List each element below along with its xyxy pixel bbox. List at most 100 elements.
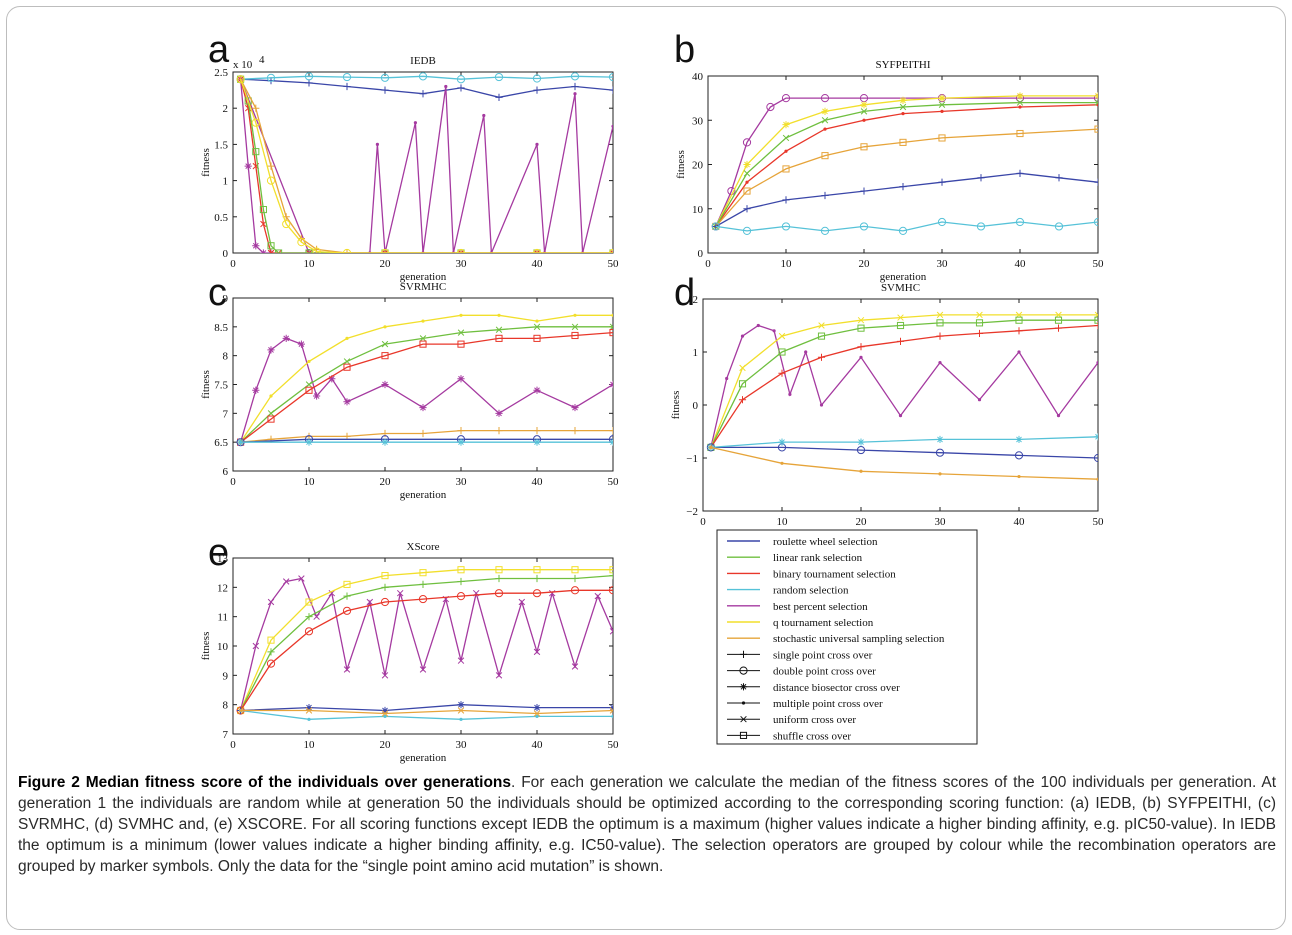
data-point xyxy=(711,222,720,231)
series-line xyxy=(240,75,613,80)
data-point xyxy=(495,574,503,583)
legend-label: roulette wheel selection xyxy=(773,536,878,548)
data-point xyxy=(252,242,260,250)
x-tick-label: 50 xyxy=(1093,516,1105,528)
data-point xyxy=(345,336,349,340)
panel-letter-d: d xyxy=(674,272,695,314)
data-point xyxy=(1014,451,1024,460)
data-point xyxy=(571,331,579,340)
data-point xyxy=(459,313,463,317)
data-point xyxy=(419,666,427,673)
data-point xyxy=(457,427,465,435)
x-tick-label: 10 xyxy=(781,258,793,270)
data-point xyxy=(267,636,275,644)
data-point xyxy=(343,249,351,253)
data-point xyxy=(494,72,504,82)
data-point xyxy=(857,343,865,351)
data-point xyxy=(381,340,389,348)
data-point xyxy=(457,577,465,586)
y-tick-label: 0.5 xyxy=(214,212,228,224)
series-line xyxy=(239,577,613,711)
data-point xyxy=(457,701,465,709)
data-point xyxy=(244,97,252,105)
legend-label: linear rank selection xyxy=(773,552,863,564)
data-point xyxy=(780,461,784,465)
data-point xyxy=(573,92,577,96)
figure-frame xyxy=(6,6,1286,930)
data-point xyxy=(275,249,283,253)
caption-body: . For each generation we calculate the m… xyxy=(18,774,1276,875)
series-line xyxy=(240,574,613,711)
data-point xyxy=(381,583,389,591)
data-point xyxy=(297,340,305,348)
data-point xyxy=(571,323,579,331)
data-point xyxy=(495,427,503,435)
data-point xyxy=(533,249,541,253)
data-point xyxy=(381,380,389,389)
x-axis-label: generation xyxy=(880,271,927,283)
series-line xyxy=(239,78,613,253)
data-point xyxy=(533,438,541,446)
series-line xyxy=(240,704,613,712)
x-tick-label: 50 xyxy=(608,739,620,751)
series-layer xyxy=(236,566,613,721)
data-point xyxy=(766,102,775,112)
data-point xyxy=(936,319,944,327)
series-line xyxy=(239,78,613,253)
data-point xyxy=(419,403,427,412)
y-tick-label: 0 xyxy=(223,248,229,260)
data-point xyxy=(444,84,448,89)
data-point xyxy=(1096,361,1098,365)
data-point xyxy=(937,217,947,227)
data-point xyxy=(252,386,260,394)
axes-box xyxy=(232,71,614,254)
data-point xyxy=(609,329,613,337)
data-point xyxy=(742,226,752,235)
y-tick-label: 0 xyxy=(693,400,699,412)
series-line xyxy=(239,78,613,253)
data-point xyxy=(1055,174,1063,182)
data-point xyxy=(609,249,613,253)
data-point xyxy=(975,329,984,338)
y-tick-label: 8 xyxy=(223,351,229,363)
axes-box xyxy=(232,297,614,472)
panel-e: e XScore 0 10 20 30 40 50 7 8 9 10 11 12 13 generation f… xyxy=(200,532,619,764)
data-point xyxy=(533,427,541,435)
legend-label: stochastic universal sampling selection xyxy=(773,633,945,645)
x-tick-label: 0 xyxy=(230,476,236,488)
legend-label: best percent selection xyxy=(773,601,868,613)
data-point xyxy=(418,72,428,81)
data-point xyxy=(740,334,745,338)
y-tick-label: 8.5 xyxy=(214,322,228,334)
data-point xyxy=(859,469,863,473)
data-point xyxy=(936,332,944,340)
data-point xyxy=(342,606,352,615)
data-point xyxy=(381,352,389,360)
data-point xyxy=(608,248,613,253)
data-point xyxy=(267,648,275,656)
series-line xyxy=(240,78,613,98)
x-tick-label: 0 xyxy=(230,739,236,751)
data-point xyxy=(609,427,613,435)
data-point xyxy=(709,445,713,449)
data-point xyxy=(1054,222,1064,231)
data-point xyxy=(267,346,275,354)
data-point xyxy=(282,334,290,342)
data-point xyxy=(609,438,613,446)
data-point xyxy=(495,672,503,679)
x-tick-label: 50 xyxy=(608,476,620,488)
data-point xyxy=(609,566,613,574)
x-tick-label: 10 xyxy=(304,739,316,751)
data-point xyxy=(267,415,275,423)
data-point xyxy=(977,398,982,402)
data-point xyxy=(343,580,351,588)
data-point xyxy=(267,598,275,606)
data-point xyxy=(419,90,427,98)
data-point xyxy=(743,187,751,195)
data-point xyxy=(495,409,503,417)
data-point xyxy=(533,574,541,583)
data-point xyxy=(282,578,290,585)
data-point xyxy=(897,314,904,321)
series-line xyxy=(715,128,1098,227)
